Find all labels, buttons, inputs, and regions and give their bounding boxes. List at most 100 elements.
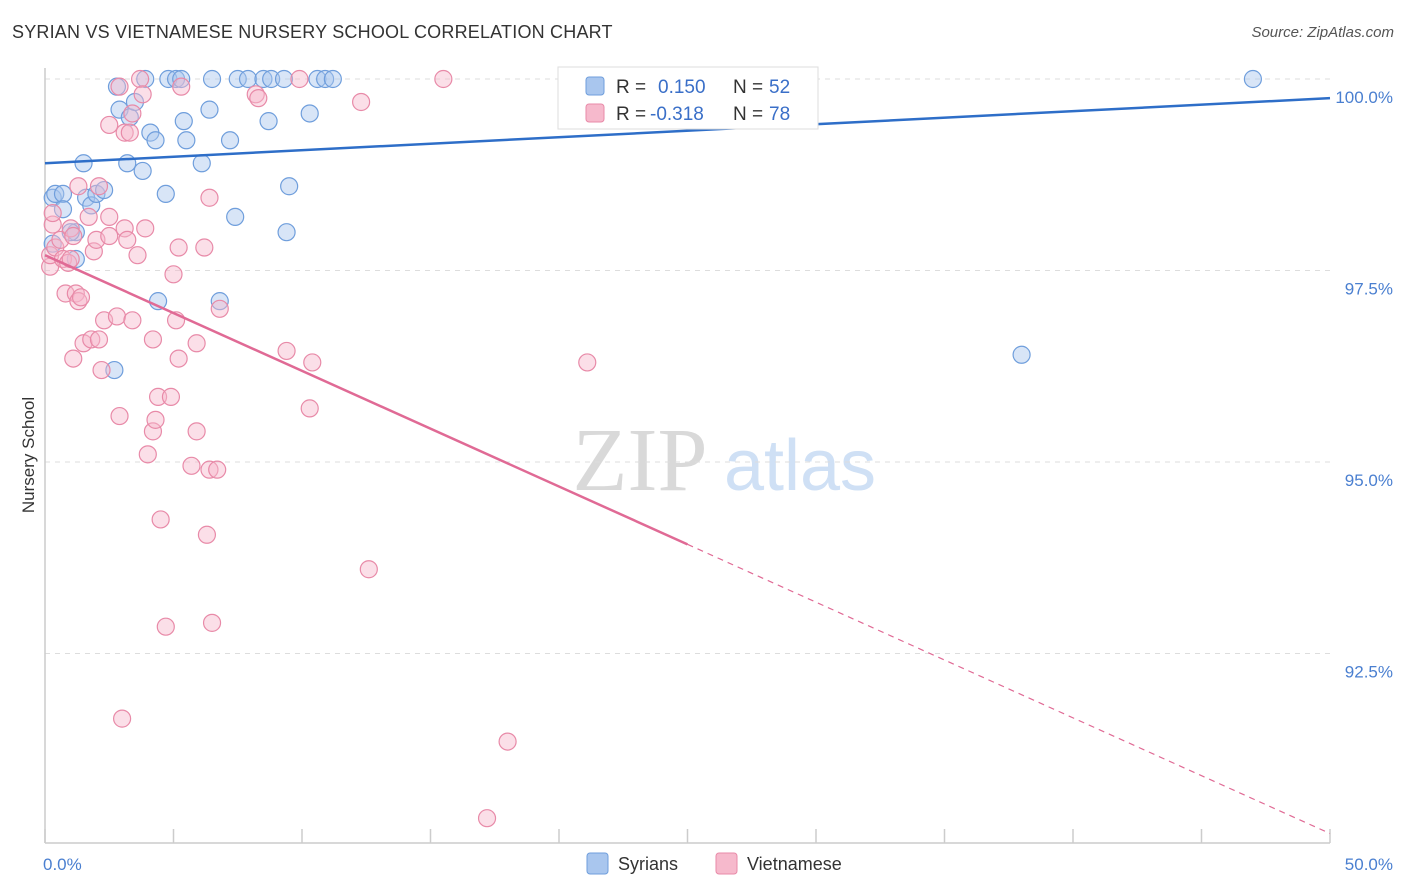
vietnamese-point bbox=[112, 709, 132, 728]
syrians-point bbox=[105, 360, 124, 380]
syrians-point bbox=[53, 200, 73, 219]
vietnamese-point bbox=[43, 203, 62, 223]
vietnamese-point bbox=[84, 242, 103, 261]
vietnamese-point bbox=[359, 560, 378, 579]
vietnamese-point bbox=[195, 238, 214, 257]
legend-r-value-vietnamese: -0.318 bbox=[650, 104, 704, 125]
vietnamese-point bbox=[133, 85, 152, 104]
x-tick-label: 0.0% bbox=[43, 855, 82, 874]
vietnamese-point bbox=[136, 219, 155, 238]
vietnamese-trend-line-dashed bbox=[687, 543, 1331, 835]
vietnamese-point bbox=[120, 123, 139, 142]
vietnamese-point bbox=[300, 399, 319, 418]
vietnamese-point bbox=[434, 69, 453, 89]
chart-title: SYRIAN VS VIETNAMESE NURSERY SCHOOL CORR… bbox=[12, 22, 613, 42]
vietnamese-point bbox=[100, 115, 119, 135]
syrians-point bbox=[74, 154, 93, 173]
vietnamese-point bbox=[156, 617, 175, 636]
syrians-point bbox=[125, 92, 145, 112]
syrians-point bbox=[118, 154, 137, 173]
vietnamese-point bbox=[143, 422, 163, 441]
syrians-point bbox=[200, 100, 219, 119]
syrians-point bbox=[228, 69, 247, 89]
syrians-point bbox=[53, 184, 73, 203]
vietnamese-point bbox=[115, 123, 134, 142]
syrians-point bbox=[156, 184, 175, 203]
syrians-point bbox=[277, 223, 296, 242]
y-tick-label: 92.5% bbox=[1345, 663, 1393, 682]
vietnamese-point bbox=[82, 330, 101, 349]
vietnamese-point bbox=[498, 732, 517, 751]
vietnamese-point bbox=[200, 188, 219, 207]
x-tick-labels: 0.0% 50.0% bbox=[43, 855, 1393, 874]
vietnamese-point bbox=[277, 341, 296, 361]
vietnamese-point bbox=[71, 288, 91, 307]
syrians-point bbox=[202, 69, 222, 89]
vietnamese-point bbox=[64, 226, 83, 246]
vietnamese-point bbox=[143, 330, 163, 349]
vietnamese-point bbox=[100, 226, 119, 246]
vietnamese-point bbox=[110, 77, 129, 96]
vietnamese-point bbox=[138, 445, 157, 464]
vietnamese-point bbox=[123, 311, 142, 330]
vietnamese-point bbox=[290, 69, 309, 89]
syrians-point bbox=[133, 161, 152, 181]
vietnamese-point bbox=[187, 422, 206, 441]
vietnamese-point bbox=[197, 525, 217, 544]
trend-lines bbox=[44, 96, 1331, 835]
syrians-point bbox=[308, 69, 327, 89]
syrians-point bbox=[1243, 69, 1263, 89]
vietnamese-point bbox=[89, 330, 109, 349]
syrians-point bbox=[46, 184, 65, 203]
vietnamese-point bbox=[187, 334, 206, 353]
vietnamese-point bbox=[151, 510, 170, 529]
syrians-point bbox=[316, 69, 335, 89]
vietnamese-point bbox=[69, 177, 88, 196]
chart-source: Source: ZipAtlas.com bbox=[1251, 24, 1394, 41]
vietnamese-point bbox=[110, 406, 129, 426]
bottom-legend: Syrians Vietnamese bbox=[586, 852, 842, 875]
syrians-point bbox=[238, 69, 258, 89]
y-tick-labels: 92.5% 95.0% 97.5% 100.0% bbox=[1335, 88, 1393, 682]
vietnamese-point bbox=[202, 613, 222, 632]
vietnamese-point bbox=[130, 69, 150, 89]
legend: R = 0.150 N = 52 R = -0.318 N = 78 bbox=[557, 66, 819, 130]
syrians-point bbox=[177, 131, 196, 150]
y-tick-label: 100.0% bbox=[1335, 88, 1393, 107]
watermark-atlas: atlas bbox=[724, 426, 876, 506]
syrians-point bbox=[220, 131, 240, 150]
legend-r-label-syrians: R = bbox=[616, 77, 646, 98]
legend-swatch-vietnamese bbox=[585, 103, 605, 123]
vietnamese-point bbox=[64, 349, 83, 368]
vietnamese-point bbox=[146, 410, 165, 429]
legend-n-value-vietnamese: 78 bbox=[769, 104, 790, 125]
syrians-point bbox=[226, 207, 245, 226]
syrians-point bbox=[192, 154, 211, 173]
vietnamese-point bbox=[303, 353, 322, 372]
syrians-point bbox=[280, 177, 299, 196]
vietnamese-points bbox=[41, 69, 597, 828]
syrians-point bbox=[300, 104, 319, 123]
vietnamese-point bbox=[107, 307, 127, 326]
syrians-point bbox=[262, 69, 281, 89]
vietnamese-point bbox=[161, 387, 181, 406]
syrians-point bbox=[82, 196, 101, 215]
vietnamese-point bbox=[100, 207, 119, 226]
bottom-legend-label-syrians: Syrians bbox=[618, 854, 678, 874]
bottom-legend-swatch-vietnamese bbox=[715, 852, 738, 875]
syrians-trend-line bbox=[44, 96, 1331, 165]
grid-lines bbox=[45, 78, 1330, 654]
vietnamese-point bbox=[210, 299, 229, 318]
syrians-point bbox=[259, 112, 278, 131]
syrians-point bbox=[146, 131, 165, 150]
vietnamese-point bbox=[169, 238, 188, 257]
bottom-legend-swatch-syrians bbox=[586, 852, 609, 875]
syrians-point bbox=[254, 69, 273, 89]
legend-n-label-syrians: N = bbox=[733, 77, 763, 98]
axes bbox=[44, 68, 1331, 844]
watermark: ZIP atlas bbox=[573, 411, 877, 510]
vietnamese-point bbox=[172, 77, 191, 96]
y-tick-label: 95.0% bbox=[1345, 471, 1393, 490]
syrians-point bbox=[172, 69, 191, 89]
